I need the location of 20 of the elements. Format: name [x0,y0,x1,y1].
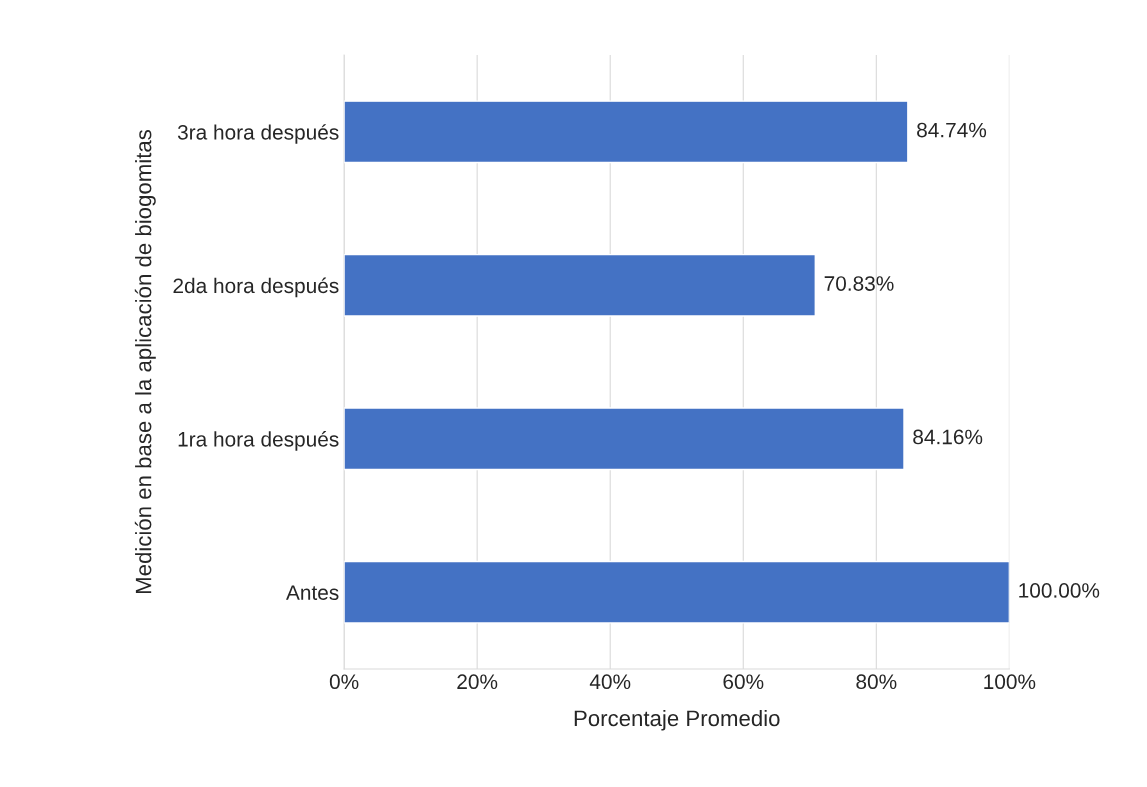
y-tick-label: 3ra hora después [177,124,339,144]
y-tick-label: 1ra hora después [178,431,339,451]
y-tick-label: 2da hora después [173,277,339,298]
y-axis-title: Medición en base a la aplicación de biogomitas [134,129,156,594]
x-tick-label: 0% [329,674,359,690]
data-label: 100.00% [1019,583,1100,598]
x-axis-title: Porcentaje Promedio [574,709,780,731]
bar [344,100,909,164]
y-tick-label: Antes [286,585,339,600]
x-tick-label: 40% [589,674,631,690]
data-label: 70.83% [824,276,894,291]
x-tick-label: 100% [984,674,1036,690]
bar [344,560,1010,624]
bar [344,407,905,471]
x-tick-label: 80% [856,674,897,690]
x-tick-label: 20% [457,674,498,690]
data-label: 84.74% [917,122,987,138]
data-label: 84.16% [913,429,983,445]
x-tick-label: 60% [723,674,764,690]
bar [344,253,816,317]
